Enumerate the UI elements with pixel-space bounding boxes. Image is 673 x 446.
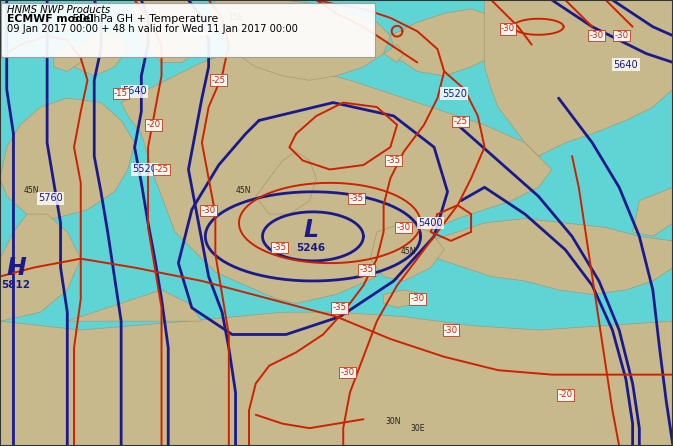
Text: -35: -35 xyxy=(360,265,374,274)
Text: ECMWF model: ECMWF model xyxy=(7,14,94,24)
Text: 5760: 5760 xyxy=(38,194,63,203)
Text: 15E: 15E xyxy=(228,13,243,22)
Text: -15: -15 xyxy=(114,89,128,98)
Polygon shape xyxy=(390,9,511,76)
Text: -30: -30 xyxy=(590,31,603,40)
FancyBboxPatch shape xyxy=(1,3,375,57)
Text: 45N: 45N xyxy=(401,248,417,256)
Text: 5400: 5400 xyxy=(185,24,209,34)
Text: -30: -30 xyxy=(411,294,424,303)
Text: -30: -30 xyxy=(397,223,411,232)
Polygon shape xyxy=(384,290,424,308)
Text: -20: -20 xyxy=(147,120,160,129)
Text: 500hPa GH + Temperature: 500hPa GH + Temperature xyxy=(69,14,218,24)
Polygon shape xyxy=(0,214,81,321)
Text: -35: -35 xyxy=(387,156,400,165)
Text: -25: -25 xyxy=(155,165,168,174)
Polygon shape xyxy=(633,187,673,236)
Text: -30: -30 xyxy=(615,31,629,40)
Polygon shape xyxy=(485,0,673,156)
Polygon shape xyxy=(135,0,215,62)
Text: 5640: 5640 xyxy=(122,87,147,96)
Text: -35: -35 xyxy=(273,243,286,252)
Text: 5400: 5400 xyxy=(419,218,443,228)
Polygon shape xyxy=(74,31,128,76)
Text: 30E: 30E xyxy=(410,424,425,433)
Text: -25: -25 xyxy=(212,76,225,85)
Polygon shape xyxy=(67,290,202,321)
Text: 45N: 45N xyxy=(236,186,251,195)
Text: -20: -20 xyxy=(559,390,572,399)
Polygon shape xyxy=(384,45,404,62)
Polygon shape xyxy=(370,223,444,281)
Polygon shape xyxy=(256,152,316,214)
Text: -35: -35 xyxy=(350,194,363,203)
Polygon shape xyxy=(209,0,390,80)
Text: -30: -30 xyxy=(341,368,354,377)
Polygon shape xyxy=(431,219,673,294)
Text: L: L xyxy=(304,218,318,242)
Text: 5520: 5520 xyxy=(133,165,157,174)
Text: -25: -25 xyxy=(454,117,467,126)
Text: 09 Jan 2017 00:00 + 48 h valid for Wed 11 Jan 2017 00:00: 09 Jan 2017 00:00 + 48 h valid for Wed 1… xyxy=(7,24,297,34)
Text: -30: -30 xyxy=(202,206,215,215)
Text: -15: -15 xyxy=(64,19,77,28)
Polygon shape xyxy=(0,312,673,446)
Text: 30N: 30N xyxy=(386,417,401,426)
Text: -30: -30 xyxy=(444,326,458,334)
Text: -30: -30 xyxy=(501,25,515,33)
Text: H: H xyxy=(6,256,26,280)
Text: -35: -35 xyxy=(332,303,346,312)
Text: 5520: 5520 xyxy=(442,89,466,99)
Text: 5640: 5640 xyxy=(614,60,638,70)
Text: HNMS NWP Products: HNMS NWP Products xyxy=(7,5,110,15)
Polygon shape xyxy=(121,54,552,303)
Text: 5246: 5246 xyxy=(296,243,326,252)
Text: 5812: 5812 xyxy=(1,280,31,289)
Polygon shape xyxy=(54,45,81,71)
Text: 45N: 45N xyxy=(24,186,39,195)
Polygon shape xyxy=(0,98,135,219)
